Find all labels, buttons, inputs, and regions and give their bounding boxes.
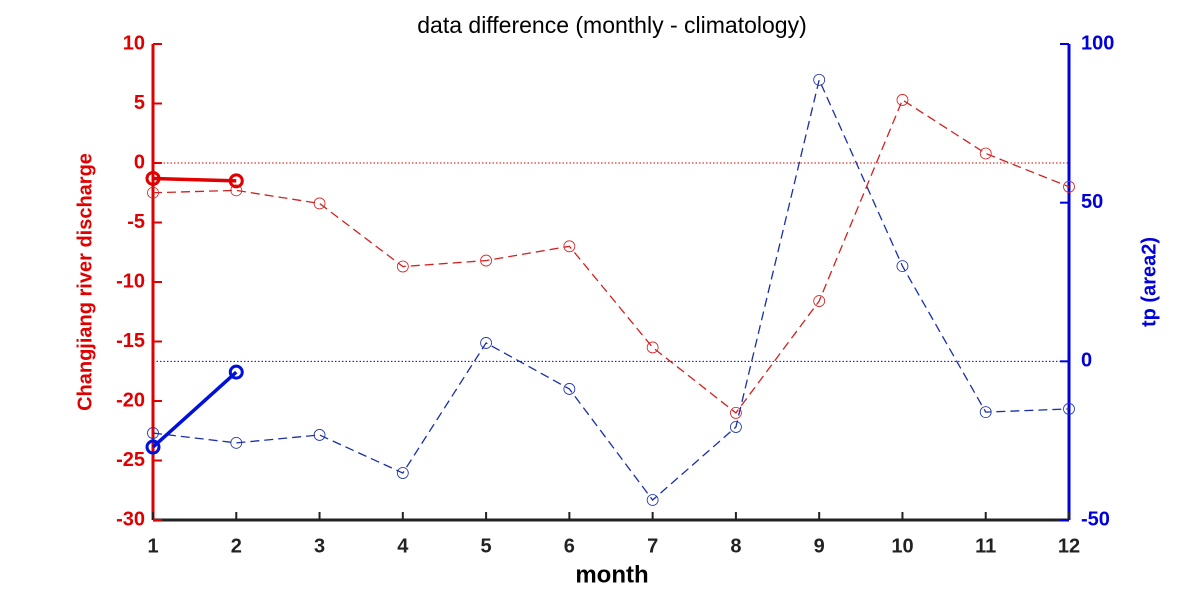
- x-tick-label: 11: [975, 535, 996, 557]
- y-tick-label: -25: [116, 449, 145, 471]
- y2-tick-label: -50: [1081, 508, 1110, 530]
- point: [979, 406, 992, 419]
- point: [646, 494, 659, 506]
- y-tick-label: -10: [116, 270, 145, 292]
- y2-tick-label: 50: [1081, 191, 1103, 213]
- point: [145, 170, 161, 186]
- point: [1063, 403, 1075, 415]
- point: [1063, 180, 1075, 193]
- point: [228, 173, 244, 189]
- series-line: [152, 98, 1070, 414]
- point: [646, 341, 659, 354]
- y-tick-label: -30: [116, 508, 145, 530]
- y-tick-label: 10: [123, 32, 145, 54]
- point: [813, 295, 826, 307]
- x-tick-label: 3: [314, 535, 325, 557]
- y-tick-label: 5: [134, 92, 145, 114]
- point: [896, 260, 909, 273]
- series-line: [152, 176, 237, 183]
- point: [730, 421, 742, 433]
- point: [147, 186, 159, 199]
- y-tick-label: 0: [134, 151, 145, 173]
- point: [813, 73, 826, 86]
- point: [480, 254, 492, 267]
- y2-tick-label: 100: [1081, 32, 1114, 54]
- x-tick-label: 9: [814, 535, 825, 557]
- x-tick-label: 2: [231, 535, 242, 557]
- x-tick-label: 7: [647, 535, 658, 557]
- y-axis-label: Changjiang river discharge: [74, 153, 96, 411]
- x-tick-label: 10: [891, 535, 913, 557]
- point: [896, 94, 909, 106]
- y2-axis-label: tp (area2): [1138, 237, 1160, 327]
- y-tick-label: -20: [116, 389, 145, 411]
- x-tick-label: 6: [564, 535, 575, 557]
- x-tick-label: 5: [481, 535, 492, 557]
- series-line: [152, 77, 1070, 501]
- y-tick-label: -15: [116, 330, 145, 352]
- point: [313, 197, 326, 210]
- x-tick-label: 1: [147, 535, 158, 557]
- series-line: [151, 370, 238, 449]
- x-tick-label: 12: [1058, 535, 1080, 557]
- point: [480, 337, 492, 349]
- point: [396, 260, 409, 273]
- y-tick-label: -5: [127, 211, 145, 233]
- point: [979, 147, 992, 160]
- y2-tick-label: 0: [1081, 350, 1092, 372]
- x-axis-label: month: [575, 561, 648, 588]
- point: [145, 439, 161, 455]
- point: [730, 406, 742, 419]
- point: [230, 436, 243, 449]
- point: [563, 383, 576, 395]
- x-tick-label: 4: [397, 535, 409, 557]
- chart-title: data difference (monthly - climatology): [417, 12, 806, 38]
- point: [563, 240, 576, 253]
- point: [230, 184, 243, 197]
- point: [313, 429, 326, 441]
- point: [396, 467, 409, 479]
- x-tick-label: 8: [730, 535, 741, 557]
- point: [147, 427, 159, 439]
- point: [228, 364, 244, 380]
